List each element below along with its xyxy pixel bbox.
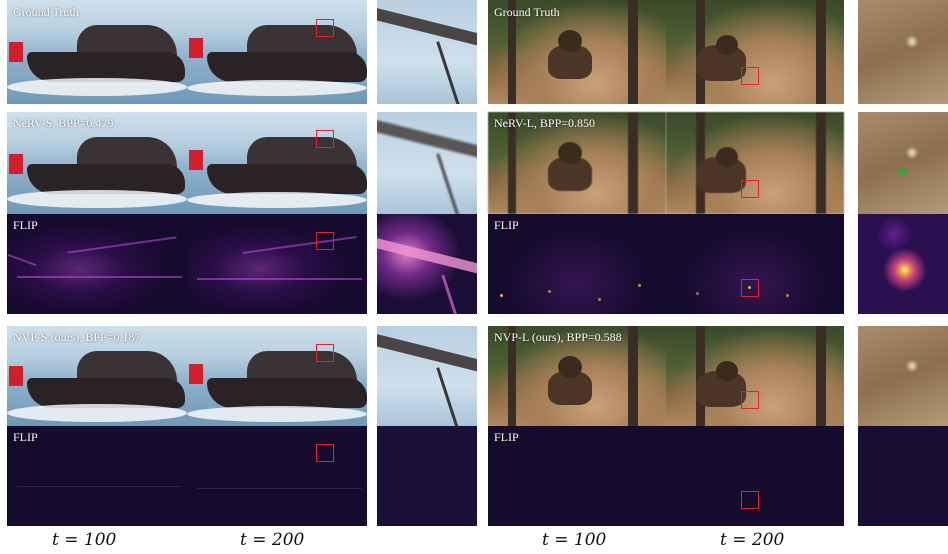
highlight-box <box>316 19 334 37</box>
boat-nvp-t200 <box>187 326 367 426</box>
boat-nvp-t100 <box>7 326 187 426</box>
dog-zoom-nvp <box>858 326 948 426</box>
boat-gt-t100 <box>7 0 187 104</box>
boat-gt-t200 <box>187 0 367 104</box>
row-label: NVP-S (ours), BPP=0.187 <box>13 330 141 344</box>
boat-flip-nerv-t200 <box>187 214 367 314</box>
highlight-box <box>316 130 334 148</box>
row-label: Ground Truth <box>494 5 560 19</box>
dog-flip-nvp-t200 <box>666 426 844 526</box>
dog-nvp-t200 <box>666 326 844 426</box>
row-label: FLIP <box>494 430 519 444</box>
row-label: NeRV-L, BPP=0.850 <box>494 116 596 130</box>
dog-nerv-t100 <box>488 112 666 214</box>
highlight-box <box>741 279 759 297</box>
row-label: Ground Truth <box>13 5 79 19</box>
highlight-box <box>316 444 334 462</box>
boat-flip-nerv-t100 <box>7 214 187 314</box>
boat-nerv-t100 <box>7 112 187 214</box>
highlight-box <box>741 67 759 85</box>
dog-nerv-t200 <box>666 112 844 214</box>
dog-flip-nerv-t100 <box>488 214 666 314</box>
time-label: t = 100 <box>52 530 117 550</box>
time-label: t = 100 <box>542 530 607 550</box>
highlight-box <box>741 391 759 409</box>
boat-zoom-nerv <box>377 112 477 214</box>
highlight-box <box>741 180 759 198</box>
highlight-box <box>741 491 759 509</box>
dog-zoom-gt <box>858 0 948 104</box>
row-label: FLIP <box>494 218 519 232</box>
highlight-box <box>316 344 334 362</box>
time-label: t = 200 <box>240 530 305 550</box>
dog-zoom-flip-nvp <box>858 426 948 526</box>
dog-gt-t100 <box>488 0 666 104</box>
row-label: FLIP <box>13 430 38 444</box>
row-label: FLIP <box>13 218 38 232</box>
row-label: NVP-L (ours), BPP=0.588 <box>494 330 622 344</box>
boat-zoom-flip-nerv <box>377 214 477 314</box>
highlight-box <box>316 232 334 250</box>
boat-nerv-t200 <box>187 112 367 214</box>
boat-zoom-nvp <box>377 326 477 426</box>
dog-nvp-t100 <box>488 326 666 426</box>
time-label: t = 200 <box>720 530 785 550</box>
boat-zoom-gt <box>377 0 477 104</box>
dog-zoom-flip-nerv <box>858 214 948 314</box>
boat-flip-nvp-t100 <box>7 426 187 526</box>
boat-zoom-flip-nvp <box>377 426 477 526</box>
dog-flip-nvp-t100 <box>488 426 666 526</box>
row-label: NeRV-S, BPP=0.479 <box>13 116 114 130</box>
dog-zoom-nerv <box>858 112 948 214</box>
boat-flip-nvp-t200 <box>187 426 367 526</box>
dog-flip-nerv-t200 <box>666 214 844 314</box>
dog-gt-t200 <box>666 0 844 104</box>
